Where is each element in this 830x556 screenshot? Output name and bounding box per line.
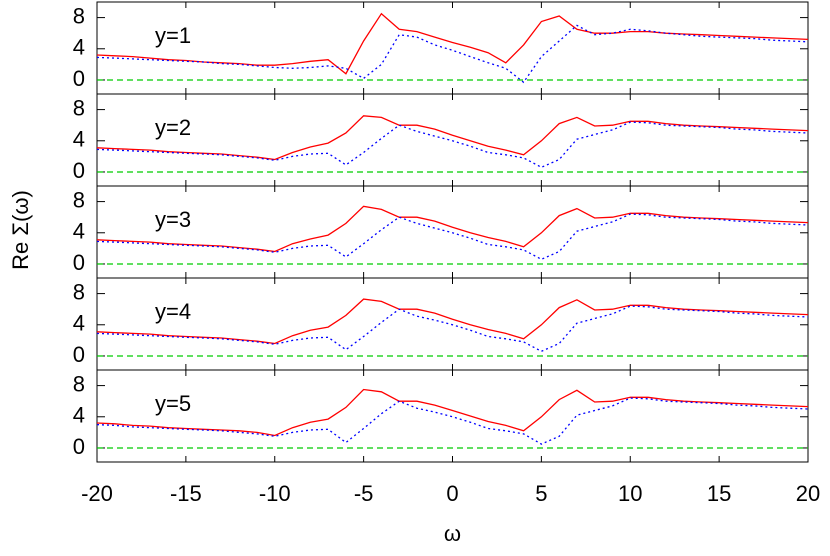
series-line bbox=[96, 115, 809, 161]
y-tick-label: 8 bbox=[73, 95, 85, 120]
x-tick-label: 20 bbox=[796, 481, 820, 506]
x-tick-label: -20 bbox=[81, 481, 113, 506]
y-tick-label: 4 bbox=[73, 219, 85, 244]
x-tick-label: 15 bbox=[707, 481, 731, 506]
y-axis-label: Re Σ(ω) bbox=[8, 190, 33, 270]
series-line bbox=[96, 205, 809, 253]
series-line bbox=[96, 213, 809, 261]
y-tick-label: 0 bbox=[73, 434, 85, 459]
panel-annotation: y=1 bbox=[155, 23, 191, 48]
series-line bbox=[96, 121, 809, 169]
y-tick-label: 4 bbox=[73, 311, 85, 336]
panel-annotation: y=2 bbox=[155, 115, 191, 140]
y-tick-label: 8 bbox=[73, 187, 85, 212]
panel-annotation: y=4 bbox=[155, 299, 191, 324]
series-line bbox=[96, 24, 809, 84]
y-tick-label: 4 bbox=[73, 35, 85, 60]
x-tick-label: 5 bbox=[535, 481, 547, 506]
series-line bbox=[96, 305, 809, 353]
y-tick-label: 0 bbox=[73, 66, 85, 91]
panel-annotation: y=5 bbox=[155, 391, 191, 416]
y-tick-label: 8 bbox=[73, 371, 85, 396]
y-tick-label: 0 bbox=[73, 158, 85, 183]
y-tick-label: 8 bbox=[73, 279, 85, 304]
y-tick-label: 0 bbox=[73, 342, 85, 367]
x-tick-label: -5 bbox=[354, 481, 374, 506]
y-tick-label: 0 bbox=[73, 250, 85, 275]
series-line bbox=[96, 397, 809, 445]
y-tick-label: 4 bbox=[73, 403, 85, 428]
panel-annotation: y=3 bbox=[155, 207, 191, 232]
series-line bbox=[96, 298, 809, 345]
y-tick-label: 4 bbox=[73, 127, 85, 152]
x-tick-label: -10 bbox=[259, 481, 291, 506]
series-line bbox=[96, 12, 809, 75]
x-tick-label: 0 bbox=[446, 481, 458, 506]
x-axis-label: ω bbox=[444, 521, 461, 546]
series-line bbox=[96, 388, 809, 437]
y-tick-label: 8 bbox=[73, 3, 85, 28]
x-tick-label: 10 bbox=[618, 481, 642, 506]
x-tick-label: -15 bbox=[170, 481, 202, 506]
